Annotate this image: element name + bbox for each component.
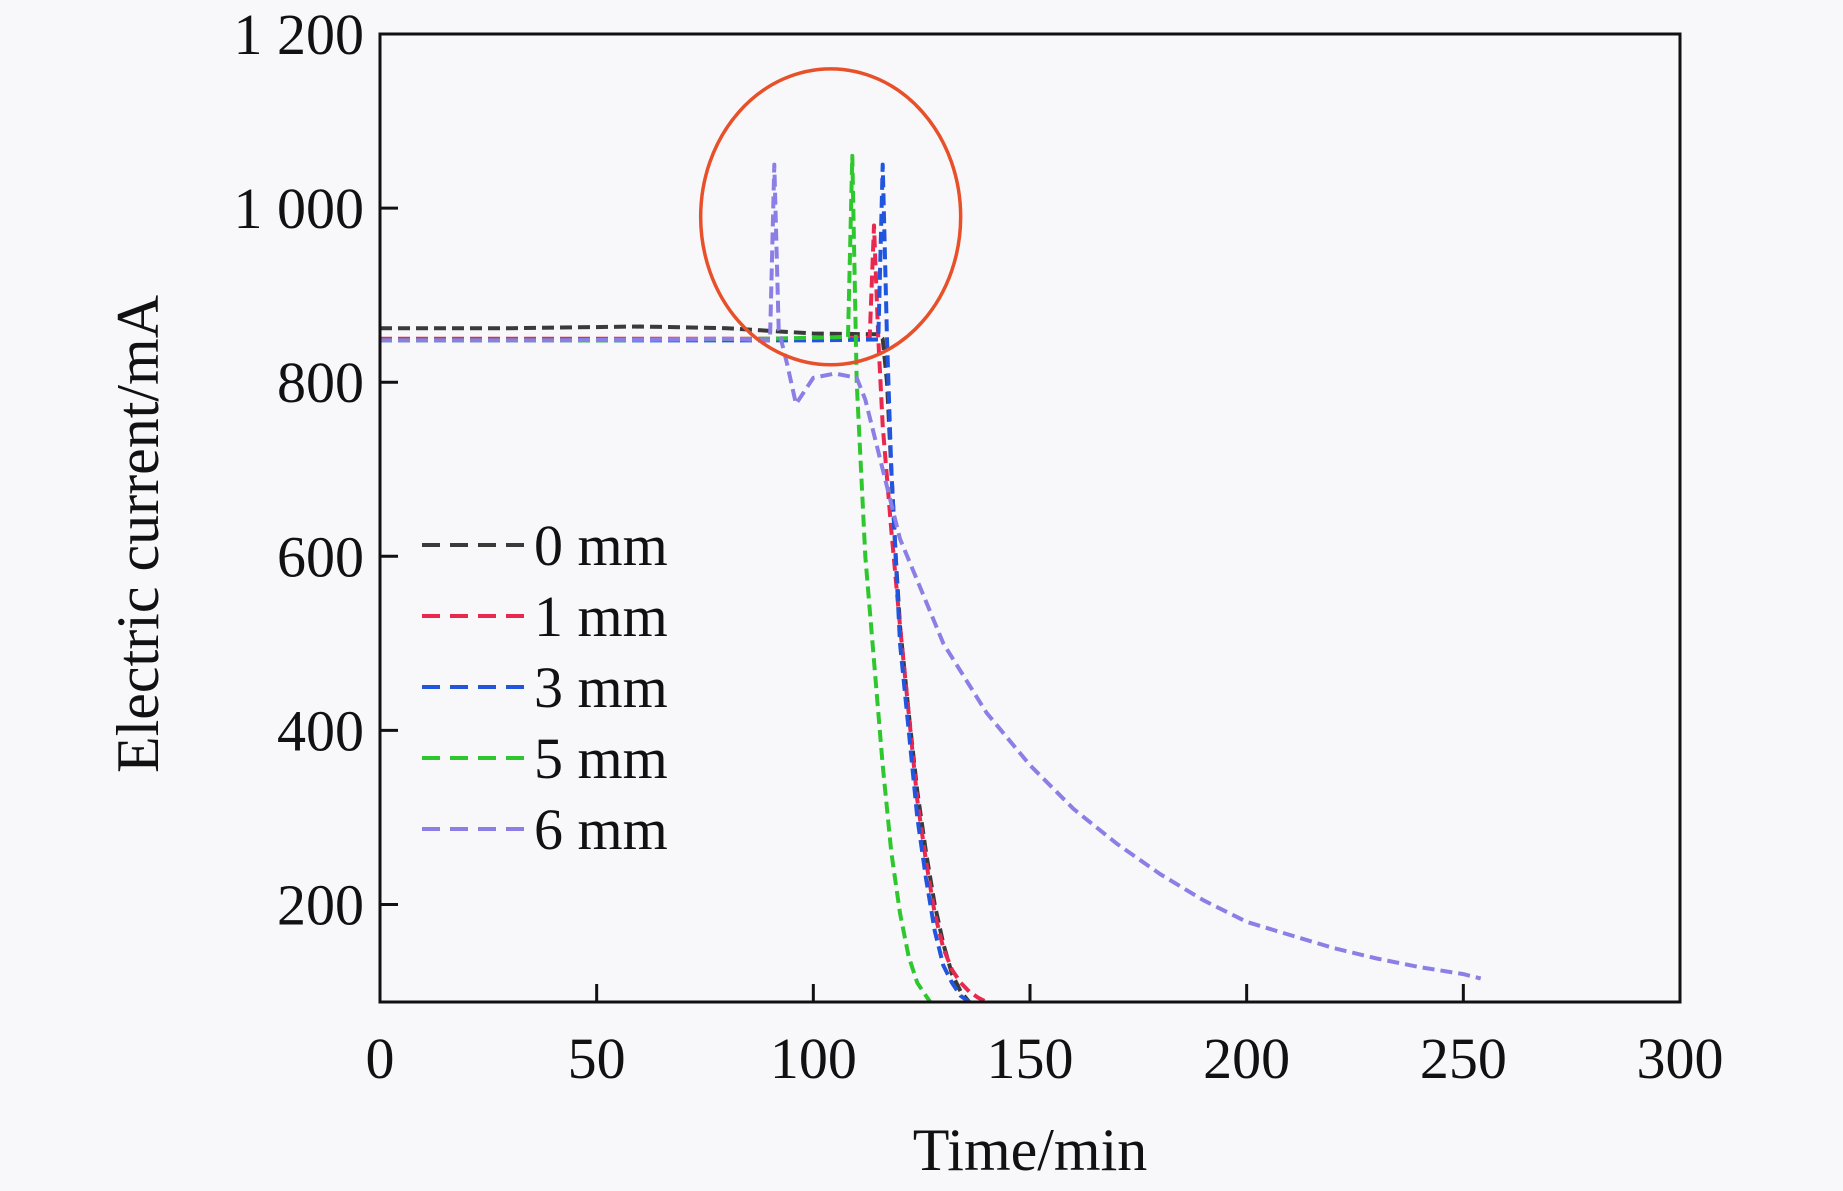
- series-line: [380, 162, 971, 1002]
- x-axis: 0 50 100 150 200 250 300: [366, 984, 1724, 1091]
- series-3-mm: [380, 162, 971, 1002]
- x-axis-title: Time/min: [913, 1117, 1148, 1183]
- x-tick-label: 150: [987, 1026, 1074, 1091]
- x-tick-label: 200: [1203, 1026, 1290, 1091]
- series-line: [380, 153, 932, 1002]
- y-tick-label: 400: [277, 698, 364, 763]
- x-tick-label: 50: [568, 1026, 626, 1091]
- legend-label: 0 mm: [534, 513, 668, 578]
- y-tick-label: 200: [277, 873, 364, 938]
- series-layer: [380, 153, 1482, 1002]
- x-tick-label: 100: [770, 1026, 857, 1091]
- series-5-mm: [380, 153, 932, 1002]
- x-tick-label: 0: [366, 1026, 395, 1091]
- y-tick-label: 1 200: [234, 2, 365, 67]
- series-line: [380, 162, 1482, 981]
- y-axis: 200 400 600 800 1 000 1 200: [234, 2, 398, 938]
- highlight-circle: [698, 67, 963, 367]
- legend-label: 6 mm: [534, 797, 668, 862]
- x-tick-label: 250: [1420, 1026, 1507, 1091]
- legend-label: 3 mm: [534, 655, 668, 720]
- x-tick-label: 300: [1637, 1026, 1724, 1091]
- legend-item: 6 mm: [422, 797, 668, 862]
- series-line: [380, 324, 971, 1002]
- series-0-mm: [380, 324, 971, 1002]
- legend-label: 5 mm: [534, 726, 668, 791]
- legend-item: 3 mm: [422, 655, 668, 720]
- y-tick-label: 600: [277, 524, 364, 589]
- legend-label: 1 mm: [534, 584, 668, 649]
- annotation-layer: [698, 67, 963, 367]
- legend-item: 1 mm: [422, 584, 668, 649]
- y-axis-title: Electric current/mA: [105, 295, 171, 773]
- y-tick-label: 800: [277, 350, 364, 415]
- y-tick-label: 1 000: [234, 176, 365, 241]
- legend-item: 0 mm: [422, 513, 668, 578]
- legend-item: 5 mm: [422, 726, 668, 791]
- series-6-mm: [380, 162, 1482, 981]
- legend: 0 mm1 mm3 mm5 mm6 mm: [422, 513, 668, 862]
